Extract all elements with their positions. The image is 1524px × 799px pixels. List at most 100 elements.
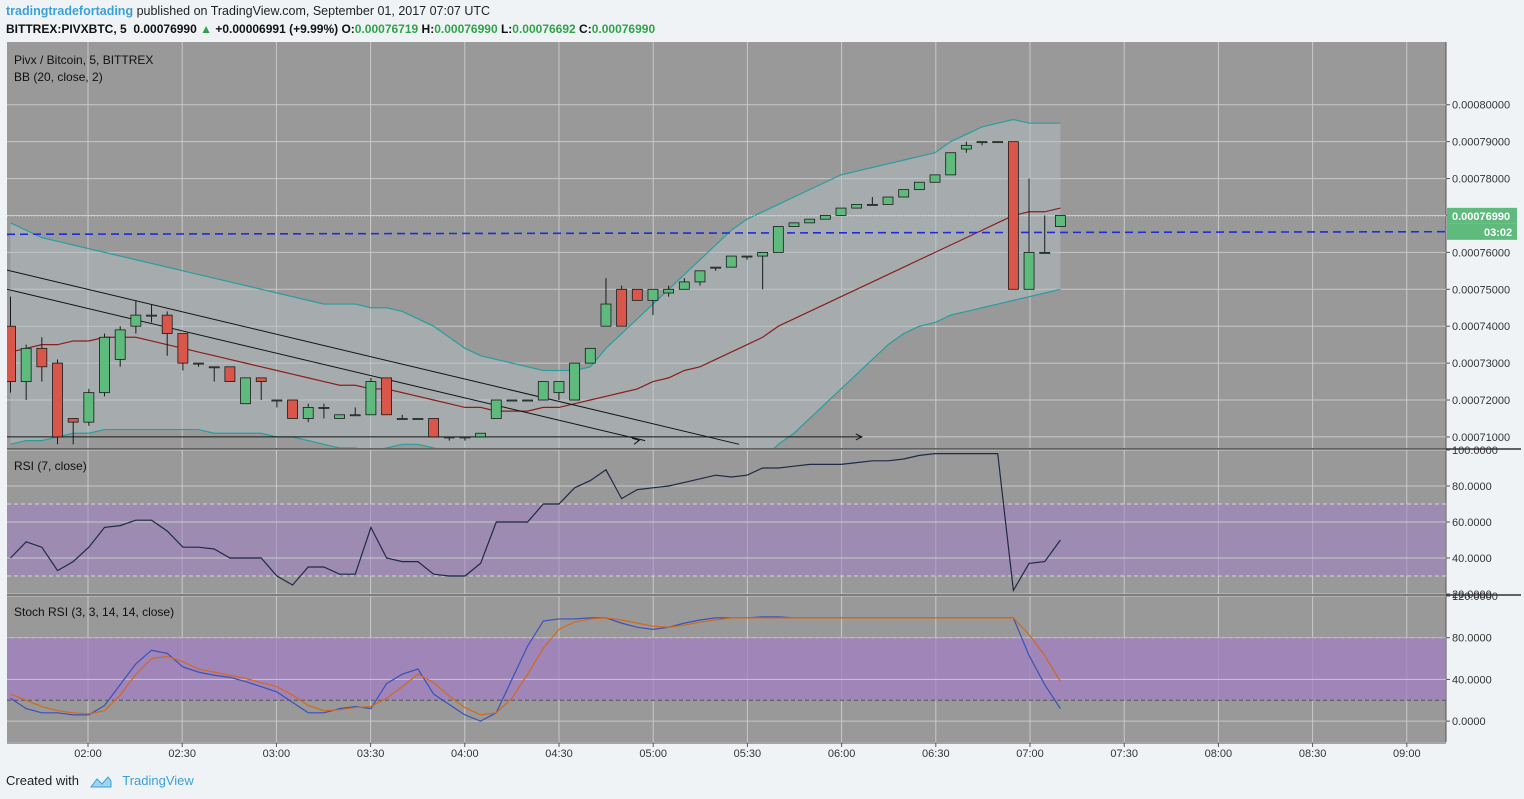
stoch-tick-label: 120.0000 — [1452, 591, 1498, 603]
candle-body — [99, 336, 110, 394]
time-tick-label: 06:30 — [922, 748, 950, 760]
up-arrow-icon: ▲ — [200, 22, 212, 36]
symbol-label: BITTREX:PIVXBTC, 5 — [6, 22, 127, 36]
candle-body — [146, 314, 157, 317]
created-with-text: Created with — [6, 773, 79, 788]
stoch-d-line — [10, 617, 1061, 716]
price-tick-label: 0.00075000 — [1452, 284, 1510, 296]
candle-body — [772, 226, 784, 253]
candle-body — [318, 406, 330, 409]
rsi-tick-label: 80.0000 — [1452, 481, 1492, 493]
time-tick-label: 03:00 — [263, 748, 291, 760]
time-tick-label: 06:00 — [828, 748, 856, 760]
countdown-label: 03:02 — [1484, 227, 1512, 239]
price-tick-label: 0.00072000 — [1452, 395, 1510, 407]
candle-body — [36, 347, 48, 368]
candle-body — [255, 377, 267, 382]
candle-body — [396, 418, 408, 420]
candle-body — [459, 436, 471, 439]
publish-header: tradingtradefortading published on Tradi… — [6, 4, 490, 18]
candle-body — [663, 288, 675, 294]
time-tick-label: 08:30 — [1299, 748, 1327, 760]
candle-body — [741, 255, 753, 258]
stoch-tick-label: 0.0000 — [1452, 716, 1486, 728]
main-plot-group — [7, 118, 1446, 448]
tradingview-logo-icon — [89, 775, 112, 788]
candle-body — [835, 207, 847, 216]
candle-body — [976, 141, 988, 144]
candle-body — [710, 266, 722, 269]
candle-body — [52, 362, 63, 438]
candle-body — [490, 399, 502, 419]
candle-body — [224, 366, 236, 382]
candle-body — [647, 288, 659, 301]
candle-body — [1007, 141, 1019, 290]
last-price: 0.00076990 — [133, 22, 197, 36]
open-label: O: — [341, 22, 355, 36]
rsi-tick-label: 60.0000 — [1452, 517, 1492, 529]
candle-body — [475, 432, 487, 438]
candle-body — [537, 381, 549, 401]
time-tick-label: 02:00 — [74, 748, 102, 760]
time-tick-label: 05:30 — [734, 748, 762, 760]
time-tick-label: 04:30 — [545, 748, 573, 760]
candle-body — [1054, 215, 1066, 227]
candle-body — [584, 347, 596, 364]
candle-body — [287, 399, 298, 419]
candle-body — [694, 270, 706, 283]
trendline — [7, 288, 646, 442]
rsi-pane-title: RSI (7, close) — [14, 459, 87, 473]
trendline — [7, 269, 740, 445]
price-tick-label: 0.00071000 — [1452, 432, 1510, 444]
bb-upper-line — [10, 118, 1061, 372]
dashed-level-line — [7, 230, 1446, 236]
time-tick-label: 09:00 — [1393, 748, 1421, 760]
high-value: 0.00076990 — [434, 22, 498, 36]
close-value: 0.00076990 — [591, 22, 656, 36]
change-value: +0.00006991 (+9.99%) — [215, 22, 339, 36]
candle-body — [1023, 251, 1035, 290]
close-label: C: — [579, 22, 592, 36]
candle-body — [114, 329, 126, 360]
candle-body — [193, 362, 204, 365]
price-tick-label: 0.00073000 — [1452, 358, 1510, 370]
candle-body — [851, 203, 863, 209]
candle-body — [365, 381, 377, 416]
candle-body — [898, 189, 910, 198]
candle-body — [804, 218, 816, 224]
countdown-badge — [1447, 223, 1517, 240]
ticker-header: BITTREX:PIVXBTC, 5 0.00076990 ▲ +0.00006… — [6, 22, 655, 36]
candle-body — [992, 141, 1004, 144]
candle-body — [882, 196, 894, 205]
rsi-band — [7, 504, 1446, 576]
low-label: L: — [500, 22, 513, 36]
stoch-tick-label: 40.0000 — [1452, 674, 1492, 686]
candle-body — [631, 288, 643, 301]
candle-body — [349, 414, 361, 417]
time-tick-label: 02:30 — [168, 748, 196, 760]
time-tick-label: 04:00 — [451, 748, 479, 760]
price-tick-label: 0.00076000 — [1452, 247, 1510, 259]
candle-body — [161, 314, 173, 334]
candle-body — [381, 377, 392, 416]
candle-body — [443, 436, 455, 439]
tradingview-link[interactable]: TradingView — [122, 773, 194, 788]
candle-body — [600, 303, 612, 327]
candle-body — [788, 222, 800, 227]
low-value: 0.00076692 — [512, 22, 576, 36]
stoch-band — [7, 637, 1446, 701]
candle-body — [553, 381, 565, 394]
candle-body — [67, 418, 79, 423]
candle-body — [757, 251, 769, 257]
candle-body — [1039, 251, 1051, 254]
candle-body — [506, 399, 518, 402]
candle-body — [725, 255, 737, 268]
author-link[interactable]: tradingtradefortading — [6, 4, 134, 18]
bb-lower-line — [10, 288, 1061, 448]
candle-body — [240, 377, 251, 405]
candle-body — [913, 181, 925, 191]
candle-body — [569, 362, 581, 401]
rsi-tick-label: 100.0000 — [1452, 445, 1498, 457]
candle-body — [866, 203, 878, 206]
